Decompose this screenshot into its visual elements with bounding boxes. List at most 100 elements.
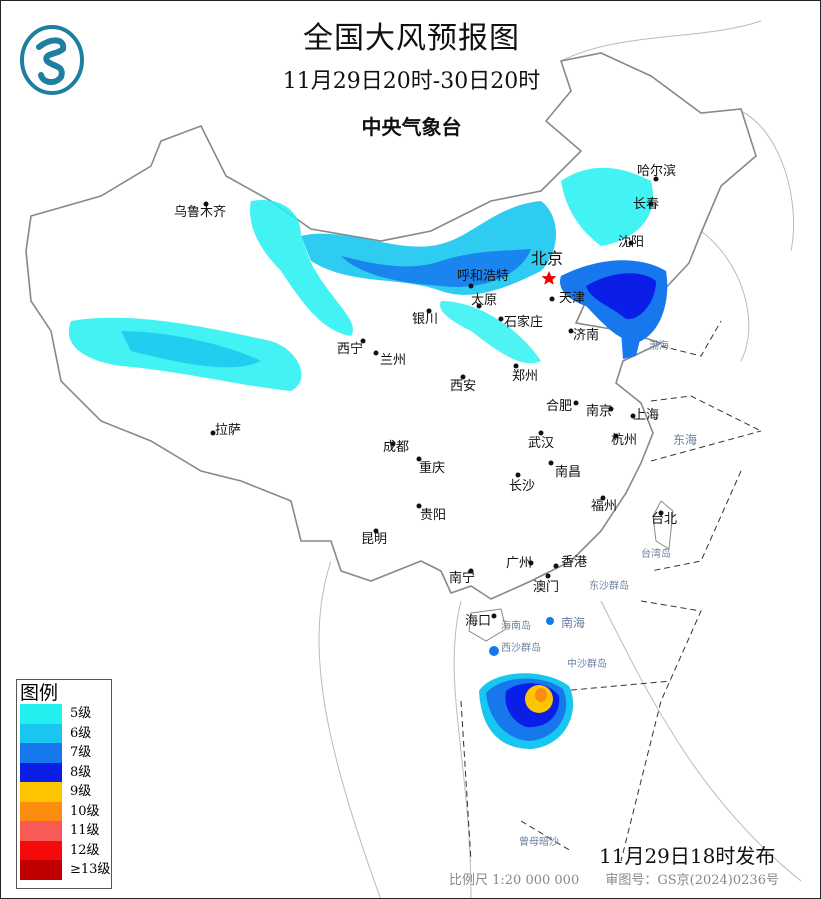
legend-label: 10级 <box>70 803 100 819</box>
city-label: 长沙 <box>509 479 536 494</box>
city-label: 济南 <box>573 328 600 343</box>
city-label-capital: 北京 <box>531 249 564 268</box>
city-label: 南京 <box>586 404 613 419</box>
wind-area-level-5-central <box>440 301 541 364</box>
city-label: 郑州 <box>512 369 539 384</box>
legend-label: ≥13级 <box>70 862 111 878</box>
city-label: 哈尔滨 <box>637 164 677 179</box>
legend-label: 6级 <box>70 725 92 741</box>
city-label: 广州 <box>506 556 533 571</box>
island-label: 西沙群岛 <box>501 643 541 654</box>
wind-area-level-5-north <box>561 167 653 246</box>
legend: 图例 5级 6级 7级 8级 9级 10级 11级 12级 ≥13级 <box>16 679 112 889</box>
city-label: 南昌 <box>555 465 582 480</box>
city-label: 沈阳 <box>618 235 645 250</box>
wind-areas <box>68 167 668 749</box>
legend-item: ≥13级 <box>17 860 111 880</box>
island-label: 中沙群岛 <box>567 659 607 670</box>
sea-label: 渤海 <box>649 341 669 352</box>
city-label: 天津 <box>559 291 586 306</box>
city-label: 长春 <box>633 197 660 212</box>
south-china-sea-vortex <box>479 673 574 749</box>
beijing-star-icon <box>541 271 557 285</box>
review-number: 审图号：GS京(2024)0236号 <box>605 873 779 888</box>
island-label: 海南岛 <box>501 621 531 632</box>
legend-label: 8级 <box>70 764 92 780</box>
city-markers <box>203 176 664 619</box>
city-label: 昆明 <box>361 532 388 547</box>
legend-swatch <box>20 762 62 782</box>
legend-title: 图例 <box>20 682 59 704</box>
city-label: 台北 <box>651 512 678 527</box>
hainan-island <box>468 608 507 642</box>
map-scale: 比例尺 1:20 000 000 <box>449 873 580 888</box>
legend-swatch <box>20 723 62 743</box>
dashed-sea-boundary <box>460 320 762 862</box>
legend-swatch <box>20 860 62 880</box>
legend-item: 6级 <box>17 723 111 743</box>
city-label: 兰州 <box>380 353 407 368</box>
wind-area-level-6-plateau <box>121 331 261 368</box>
legend-swatch <box>20 743 62 763</box>
legend-label: 9级 <box>70 784 92 800</box>
legend-item: 5级 <box>17 704 111 724</box>
legend-item: 11级 <box>17 821 111 841</box>
island-label: 台湾岛 <box>641 549 671 560</box>
legend-item: 8级 <box>17 762 111 782</box>
legend-item: 9级 <box>17 782 111 802</box>
legend-item: 7级 <box>17 743 111 763</box>
cma-logo <box>20 25 84 95</box>
sea-label: 南海 <box>561 616 586 630</box>
city-label: 海口 <box>465 614 492 629</box>
city-label: 银川 <box>412 312 439 327</box>
city-label: 太原 <box>471 293 498 308</box>
city-label: 合肥 <box>546 399 573 414</box>
map-footer: 比例尺 1:20 000 000 审图号：GS京(2024)0236号 <box>449 873 801 889</box>
legend-label: 11级 <box>70 823 100 839</box>
legend-item: 12级 <box>17 840 111 860</box>
city-label: 上海 <box>633 408 660 423</box>
city-label: 拉萨 <box>215 423 242 438</box>
forecast-period: 11月29日20时-30日20时 <box>282 69 541 94</box>
city-label: 香港 <box>561 555 588 570</box>
wind-area-level-7 <box>341 249 531 287</box>
city-label: 成都 <box>383 440 410 455</box>
legend-swatch <box>20 840 62 860</box>
legend-swatch <box>20 801 62 821</box>
issue-time: 11月29日18时发布 <box>599 844 776 868</box>
legend-swatch <box>20 821 62 841</box>
city-label: 西宁 <box>337 342 364 357</box>
wind-area-level-7-small <box>546 617 554 625</box>
wind-area-level-8-bohai <box>586 273 656 320</box>
legend-label: 5级 <box>70 706 92 722</box>
legend-item: 10级 <box>17 801 111 821</box>
map-title: 全国大风预报图 <box>303 21 520 56</box>
city-label: 杭州 <box>611 433 638 448</box>
city-label: 乌鲁木齐 <box>174 205 227 220</box>
island-label: 东沙群岛 <box>589 581 629 592</box>
wind-area-level-7-yellowsea <box>621 331 641 359</box>
legend-label: 7级 <box>70 745 92 761</box>
city-label: 澳门 <box>533 580 560 595</box>
neighbor-borders <box>318 20 802 898</box>
city-label: 贵阳 <box>420 508 447 523</box>
city-label: 重庆 <box>419 461 446 476</box>
wind-area-level-5 <box>250 200 353 336</box>
city-label: 南宁 <box>449 571 476 586</box>
wind-area-level-10-vortex <box>535 688 547 702</box>
wind-area-level-7-small <box>489 646 499 656</box>
city-label: 福州 <box>591 499 618 514</box>
city-label: 呼和浩特 <box>457 269 510 284</box>
legend-swatch <box>20 782 62 802</box>
issuer: 中央气象台 <box>361 115 462 139</box>
legend-swatch <box>20 704 62 724</box>
taiwan-island <box>652 500 674 550</box>
shoal-label: 曾母暗沙 <box>519 837 559 848</box>
city-label: 武汉 <box>528 436 555 451</box>
legend-label: 12级 <box>70 842 100 858</box>
city-label: 石家庄 <box>504 315 544 330</box>
city-label: 西安 <box>450 379 477 394</box>
sea-label: 东海 <box>673 433 698 447</box>
